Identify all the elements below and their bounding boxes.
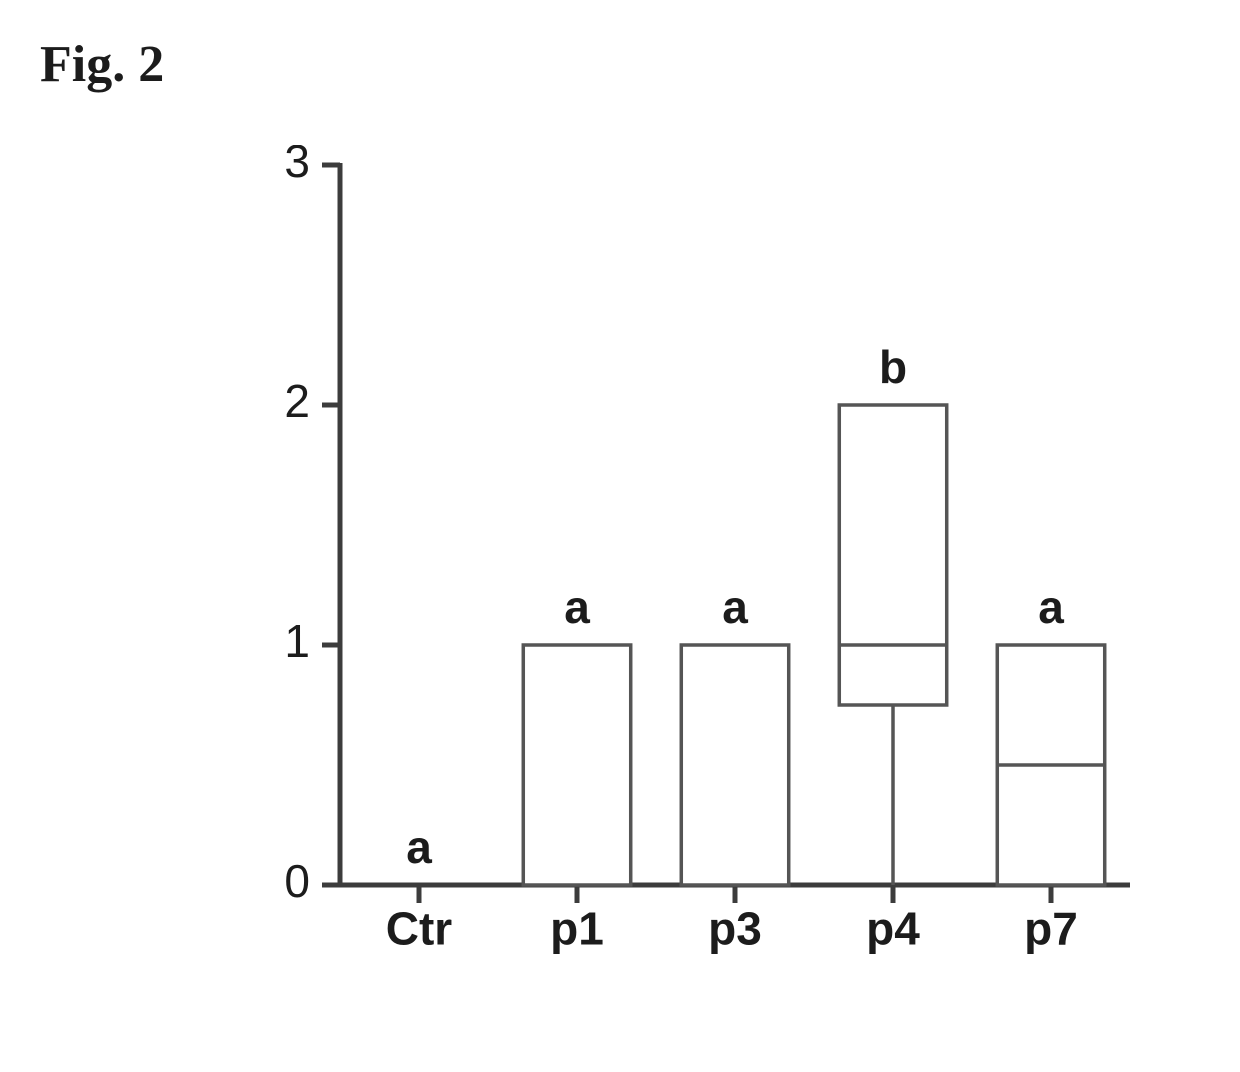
svg-text:p4: p4 <box>866 903 920 955</box>
svg-text:Ctr: Ctr <box>386 903 453 955</box>
svg-text:2: 2 <box>284 375 310 427</box>
svg-text:a: a <box>406 821 432 873</box>
score-boxplot: 0 1 2 3 Score Ctr a p1 a p3 a p4 b p7 a <box>260 145 1140 1005</box>
svg-text:p1: p1 <box>550 903 604 955</box>
svg-text:1: 1 <box>284 615 310 667</box>
svg-text:a: a <box>722 581 748 633</box>
svg-text:3: 3 <box>284 145 310 187</box>
figure-title: Fig. 2 <box>40 35 164 94</box>
chart-svg: 0 1 2 3 Score Ctr a p1 a p3 a p4 b p7 a <box>260 145 1140 1005</box>
svg-text:a: a <box>564 581 590 633</box>
svg-text:b: b <box>879 341 907 393</box>
svg-text:p7: p7 <box>1024 903 1078 955</box>
svg-text:Score: Score <box>260 458 266 591</box>
svg-text:0: 0 <box>284 855 310 907</box>
svg-text:a: a <box>1038 581 1064 633</box>
svg-text:p3: p3 <box>708 903 762 955</box>
